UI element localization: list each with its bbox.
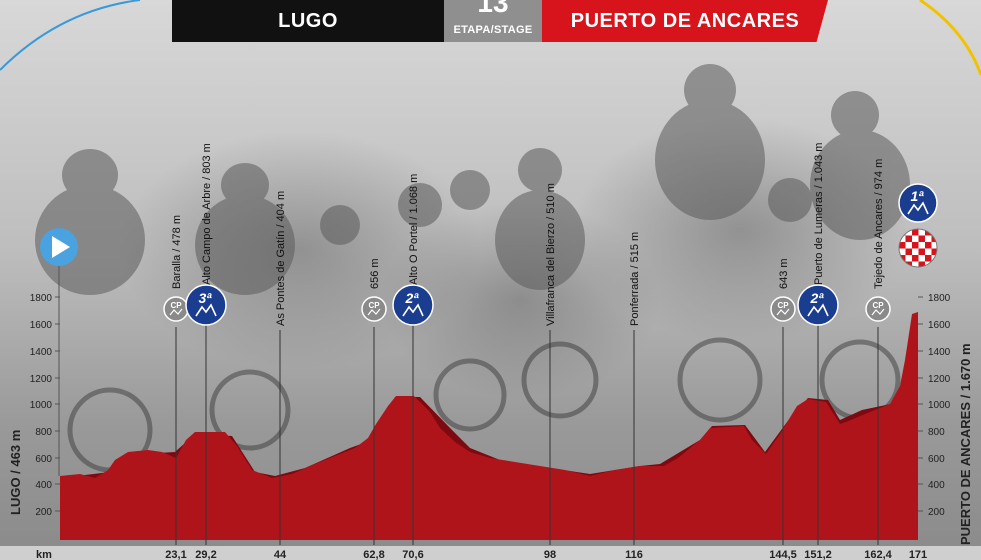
alt-tick-left: 1800 xyxy=(30,293,53,304)
stage-number: 13 xyxy=(477,0,509,18)
alt-tick-left: 1600 xyxy=(30,320,53,331)
waypoint: As Pontes de Gatín / 404 m xyxy=(275,191,287,545)
climb-category-label: 1ª xyxy=(911,188,925,204)
right-axis-ticks: 200 400 600 800 1000 1200 1400 1600 1800 xyxy=(928,293,951,518)
alt-tick-left: 200 xyxy=(35,507,52,518)
climb-category-label: 2ª xyxy=(810,290,825,306)
waypoint-label: Villafranca del Bierzo / 510 m xyxy=(545,183,557,326)
sprint-label: CP xyxy=(872,301,884,310)
waypoint-label: Ponferrada / 515 m xyxy=(629,232,641,326)
stage-number-box: 13 ETAPA/STAGE xyxy=(444,0,542,42)
alt-tick-right: 600 xyxy=(928,454,945,465)
finish-city-banner: PUERTO DE ANCARES xyxy=(542,0,828,42)
waypoint: 643 m CP xyxy=(770,258,796,545)
waypoint: 656 m CP xyxy=(361,258,387,545)
alt-tick-right: 800 xyxy=(928,427,945,438)
km-strip xyxy=(0,546,981,560)
km-unit: km xyxy=(36,549,52,560)
alt-tick-left: 400 xyxy=(35,480,52,491)
km-label: 162,4 xyxy=(864,549,892,560)
climb-category-label: 3ª xyxy=(199,290,213,306)
start-icon xyxy=(40,228,78,476)
km-label: 62,8 xyxy=(363,549,384,560)
km-label: 116 xyxy=(625,549,643,560)
waypoint-label: Alto O Portel / 1.068 m xyxy=(408,174,420,285)
alt-tick-right: 1200 xyxy=(928,374,951,385)
waypoint-label: 643 m xyxy=(778,258,790,289)
km-label: 70,6 xyxy=(402,549,423,560)
sprint-label: CP xyxy=(777,301,789,310)
alt-tick-left: 1000 xyxy=(30,400,53,411)
km-label: 44 xyxy=(274,549,287,560)
waypoint: Puerto de Lumeras / 1.043 m 2ª xyxy=(797,143,839,545)
waypoint: 1ª xyxy=(898,183,938,223)
stage-label: ETAPA/STAGE xyxy=(453,24,533,36)
alt-tick-left: 800 xyxy=(35,427,52,438)
waypoint: Alto O Portel / 1.068 m 2ª xyxy=(392,174,434,545)
alt-tick-right: 1600 xyxy=(928,320,951,331)
waypoint-label: Baralla / 478 m xyxy=(171,215,183,289)
alt-tick-right: 1400 xyxy=(928,347,951,358)
alt-tick-right: 1000 xyxy=(928,400,951,411)
sprint-label: CP xyxy=(170,301,182,310)
sprint-label: CP xyxy=(368,301,380,310)
alt-tick-left: 1400 xyxy=(30,347,53,358)
profile-area xyxy=(60,312,918,540)
km-label: 151,2 xyxy=(804,549,832,560)
climb-category-label: 2ª xyxy=(405,290,420,306)
km-label: 23,1 xyxy=(165,549,186,560)
waypoint: Tejedo de Ancares / 974 m CP xyxy=(865,159,891,545)
km-label: 171 xyxy=(909,549,927,560)
finish-altitude-label: PUERTO DE ANCARES / 1.670 m xyxy=(958,343,973,545)
waypoint: Villafranca del Bierzo / 510 m xyxy=(545,183,557,545)
alt-tick-left: 600 xyxy=(35,454,52,465)
start-altitude-label: LUGO / 463 m xyxy=(8,430,23,515)
alt-tick-left: 1200 xyxy=(30,374,53,385)
km-labels: 23,1 29,2 44 62,8 70,6 98 116 144,5 151,2 162,4 17… xyxy=(165,549,927,560)
left-axis-ticks: 200 400 600 800 1000 1200 1400 1600 1800 xyxy=(30,293,53,518)
waypoint: Alto Campo de Arbre / 803 m 3ª xyxy=(185,143,227,545)
waypoint: Ponferrada / 515 m xyxy=(629,232,641,545)
alt-tick-right: 1800 xyxy=(928,293,951,304)
finish-flag-icon xyxy=(898,228,938,268)
waypoint-label: Alto Campo de Arbre / 803 m xyxy=(201,143,213,285)
waypoint-label: As Pontes de Gatín / 404 m xyxy=(275,191,287,326)
alt-tick-right: 400 xyxy=(928,480,945,491)
start-city-banner: LUGO xyxy=(172,0,444,42)
waypoint-label: 656 m xyxy=(369,258,381,289)
waypoint-label: Puerto de Lumeras / 1.043 m xyxy=(813,143,825,285)
km-label: 29,2 xyxy=(195,549,216,560)
alt-tick-right: 200 xyxy=(928,507,945,518)
km-label: 98 xyxy=(544,549,556,560)
km-label: 144,5 xyxy=(769,549,797,560)
waypoint: Baralla / 478 m CP xyxy=(163,215,189,545)
waypoint-label: Tejedo de Ancares / 974 m xyxy=(873,159,885,289)
